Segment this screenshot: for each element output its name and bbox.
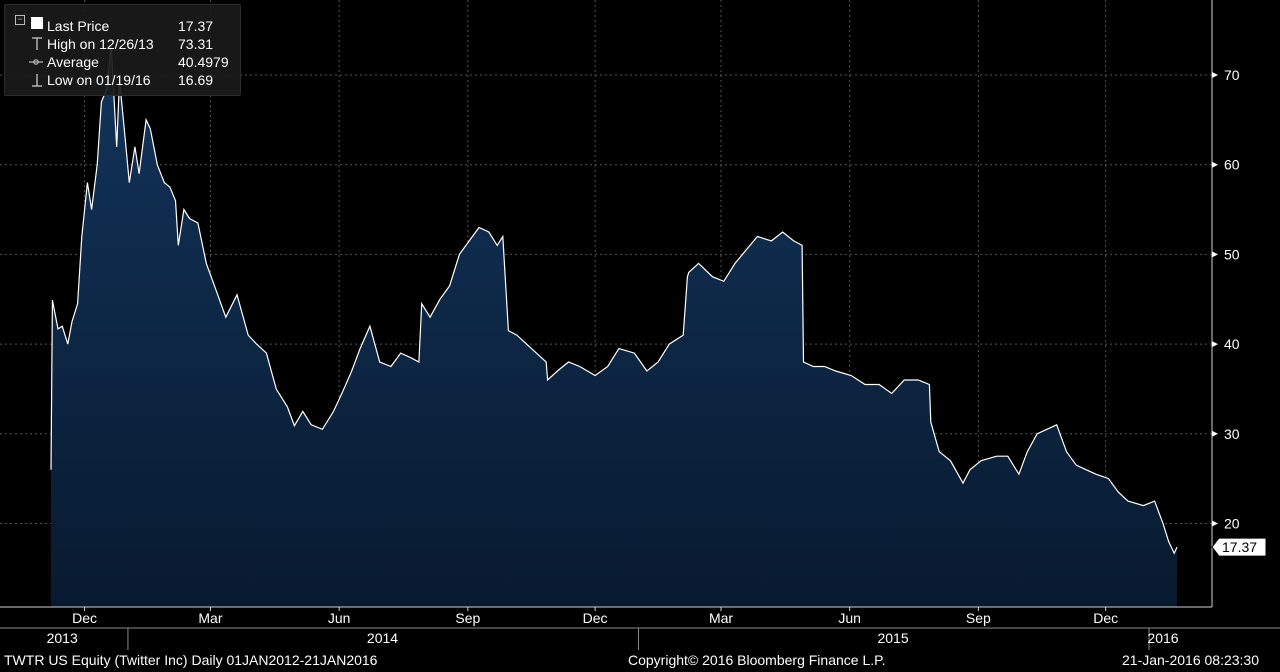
x-tick-label: Sep <box>455 610 480 626</box>
y-tick <box>1212 430 1218 437</box>
white-square-icon <box>31 17 43 29</box>
average-line-icon <box>29 59 43 65</box>
y-tick-label: 20 <box>1224 516 1240 532</box>
x-tick-label: Dec <box>583 610 608 626</box>
y-tick-label: 30 <box>1224 426 1240 442</box>
footer-timestamp: 21-Jan-2016 08:23:30 <box>1122 652 1259 668</box>
legend-value: 17.37 <box>178 18 214 34</box>
year-label: 2013 <box>47 630 78 646</box>
y-tick <box>1212 72 1218 78</box>
last-price-tag <box>1211 537 1267 557</box>
y-tick-label: 40 <box>1224 336 1240 352</box>
legend-label: Low on 01/19/16 <box>47 72 151 88</box>
legend-label: Last Price <box>47 18 110 34</box>
year-label: 2014 <box>367 630 398 646</box>
price-line <box>50 45 1178 555</box>
footer-copyright: Copyright© 2016 Bloomberg Finance L.P. <box>628 652 886 668</box>
year-label: 2016 <box>1147 630 1178 646</box>
legend-last-price[interactable]: Last Price 17.37 <box>5 17 240 35</box>
price-area <box>50 45 1178 608</box>
legend-low[interactable]: Low on 01/19/16 16.69 <box>5 71 240 89</box>
legend-value: 73.31 <box>178 36 214 52</box>
low-marker-icon <box>32 74 42 87</box>
x-tick-label: Mar <box>709 610 733 626</box>
legend-value: 16.69 <box>178 72 214 88</box>
legend-label: Average <box>47 54 99 70</box>
legend-average[interactable]: Average 40.4979 <box>5 53 240 71</box>
y-tick <box>1212 520 1218 527</box>
last-price-tag-label: 17.37 <box>1222 539 1257 555</box>
legend-value: 40.4979 <box>178 54 229 70</box>
x-tick-label: Sep <box>966 610 991 626</box>
high-marker-icon <box>32 37 42 50</box>
collapse-toggle-icon[interactable]: − <box>15 15 25 25</box>
x-tick-label: Dec <box>72 610 97 626</box>
legend-label: High on 12/26/13 <box>47 36 154 52</box>
axes: Dec Mar Jun Sep Dec Mar Jun Sep Dec 2013 2014 2015 2… <box>0 0 1280 650</box>
y-tick <box>1212 251 1218 258</box>
legend-high[interactable]: High on 12/26/13 73.31 <box>5 35 240 53</box>
legend-box: − Last Price 17.37 High on 12/26/13 73.3… <box>4 4 241 96</box>
y-tick-label: 50 <box>1224 246 1240 262</box>
y-tick <box>1212 161 1218 168</box>
year-label: 2015 <box>877 630 908 646</box>
x-tick-label: Dec <box>1093 610 1118 626</box>
footer-ticker: TWTR US Equity (Twitter Inc) Daily 01JAN… <box>4 652 378 668</box>
x-tick-label: Mar <box>198 610 222 626</box>
price-area-fill <box>51 45 1177 608</box>
x-tick-label: Jun <box>328 610 351 626</box>
y-tick-label: 60 <box>1224 157 1240 173</box>
x-tick-label: Jun <box>838 610 861 626</box>
y-tick-label: 70 <box>1224 67 1240 83</box>
y-tick <box>1212 341 1218 348</box>
